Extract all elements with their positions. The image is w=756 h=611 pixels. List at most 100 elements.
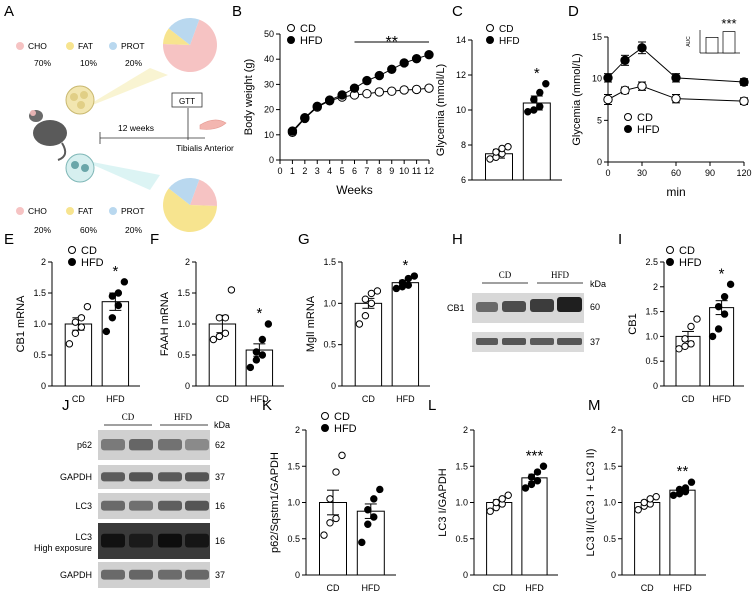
panel-f-y-tick-label: 0.5: [177, 350, 190, 360]
top-pie-slice-0: [163, 19, 217, 72]
blot-j-row-label: GAPDH: [60, 570, 92, 580]
panel-letter-f: F: [150, 231, 159, 248]
panel-e-significance: *: [112, 263, 118, 280]
panel-f-y-label: FAAH mRNA: [159, 291, 171, 356]
panel-b-y-tick-label: 20: [264, 105, 274, 115]
panel-c-significance: *: [534, 65, 540, 82]
panel-e-point-hfd: [102, 327, 111, 336]
panel-f-y-tick-label: 1.5: [177, 288, 190, 298]
duration-label: 12 weeks: [118, 123, 154, 133]
panel-m-bar-hfd: [669, 489, 696, 576]
panel-c-y-tick-label: 10: [456, 105, 466, 115]
panel-d-x-tick-label: 120: [736, 168, 751, 178]
panel-k-y-tick-label: 1.0: [287, 498, 300, 508]
blot-j-band: [185, 569, 209, 580]
panel-i-point-hfd: [708, 332, 717, 341]
panel-e-point-cd: [65, 340, 74, 348]
panel-letter-j: J: [62, 397, 70, 414]
panel-f-point-cd: [221, 329, 230, 337]
panel-b-point-hfd: [324, 95, 335, 105]
blot-h-cb1-label: CB1: [447, 303, 465, 313]
panel-b-y-label: Body weight (g): [243, 59, 255, 135]
blot-j-row-label: LC3: [75, 501, 92, 511]
top-cho-label: CHO: [28, 41, 47, 51]
panel-b-point-hfd: [362, 75, 372, 86]
panel-f-x-tick-label: HFD: [250, 394, 269, 404]
panel-b-legend-cd-marker: [287, 24, 295, 32]
panel-c-point-hfd: [530, 95, 538, 104]
panel-i-x-tick-label: CD: [682, 394, 695, 404]
panel-d-inset-bar-cd: [705, 37, 719, 54]
panel-b-point-hfd: [312, 101, 322, 112]
panel-b-point-hfd: [399, 58, 409, 68]
panel-b-point-hfd: [387, 64, 397, 74]
panel-c-legend-hfd: HFD: [499, 36, 520, 47]
panel-k-point-cd: [338, 451, 346, 460]
blot-j-mw: 16: [215, 501, 225, 511]
panel-m-point-cd: [652, 493, 660, 501]
panel-b-x-tick-label: 0: [277, 166, 282, 176]
panel-l-y-tick-label: 1.5: [455, 461, 468, 471]
panel-letter-l: L: [428, 397, 436, 414]
panel-b-point-hfd: [287, 126, 298, 136]
panel-letter-i: I: [618, 231, 622, 248]
prot-swatch: [109, 42, 117, 50]
panel-c-point-hfd: [536, 102, 544, 111]
panel-e-y-tick-label: 1.5: [33, 288, 46, 298]
blot-j-row-label: LC3: [75, 532, 92, 542]
panel-b-y-tick-label: 10: [264, 130, 274, 140]
panel-letter-e: E: [4, 231, 14, 248]
panel-d-legend-hfd: HFD: [637, 124, 660, 136]
panel-k-point-hfd: [370, 495, 378, 503]
bottom-pie: [163, 178, 218, 232]
panel-letter-g: G: [298, 231, 310, 248]
panel-b-legend-hfd-marker: [287, 36, 295, 44]
panel-l-bar-hfd: [521, 477, 548, 576]
panel-g-y-tick-label: 1.5: [323, 257, 336, 267]
panel-c-y-label: Glycemia (mmol/L): [435, 64, 447, 156]
panel-b-x-tick-label: 4: [327, 166, 332, 176]
panel-i-y-tick-label: 2.5: [645, 257, 658, 267]
blot-j-kda: kDa: [214, 420, 230, 430]
panel-d-point-hfd: [620, 55, 630, 66]
panel-k-point-cd: [332, 514, 340, 523]
panel-g-point-hfd: [410, 272, 419, 280]
mouse-icon: [29, 110, 67, 161]
bottom-beam: [82, 160, 160, 190]
panel-b-point-hfd: [300, 112, 310, 123]
panel-k-point-hfd: [370, 513, 378, 521]
panel-m-point-cd: [640, 498, 648, 507]
panel-k-point-cd: [332, 468, 340, 476]
panel-b-point-cd: [374, 87, 385, 97]
panel-i-legend-cd-marker: [666, 246, 674, 254]
panel-g-point-hfd: [404, 281, 413, 289]
panel-i-point-hfd: [720, 310, 729, 318]
panel-k-point-hfd: [358, 538, 366, 547]
panel-l-significance: ***: [526, 447, 544, 464]
blot-j-band: [101, 500, 125, 511]
panel-b-x-tick-label: 11: [412, 166, 421, 176]
fat-swatch: [66, 42, 74, 50]
panel-m-x-tick-label: CD: [641, 583, 654, 593]
panel-m-point-hfd: [687, 478, 696, 486]
panel-g-point-cd: [367, 299, 376, 308]
panel-b-point-hfd: [374, 70, 385, 81]
panel-d-inset: AUC ***: [686, 16, 740, 54]
panel-f-significance: *: [256, 305, 262, 322]
panel-m-y-tick-label: 0.5: [603, 534, 616, 544]
panel-m-chart: 0 0.5 1.0 1.5 2 LC3 II/(LC3 I + LC3 II) CD HFD *…: [585, 425, 706, 593]
bottom-macro-legend: CHO FAT PROT 20% 60% 20%: [16, 206, 145, 235]
panel-e-y-tick-label: 2: [41, 257, 46, 267]
panel-d-x-tick-label: 0: [605, 168, 610, 178]
panel-i-y-tick-label: 0.5: [645, 356, 658, 366]
blot-j-band: [158, 569, 182, 580]
panel-d-point-cd: [637, 81, 647, 91]
panel-f-point-cd: [215, 314, 224, 322]
panel-c-point-hfd: [524, 108, 532, 116]
panel-b-point-cd: [411, 84, 422, 95]
panel-k-point-hfd: [364, 520, 372, 528]
blot-j-mw: 16: [215, 536, 225, 546]
